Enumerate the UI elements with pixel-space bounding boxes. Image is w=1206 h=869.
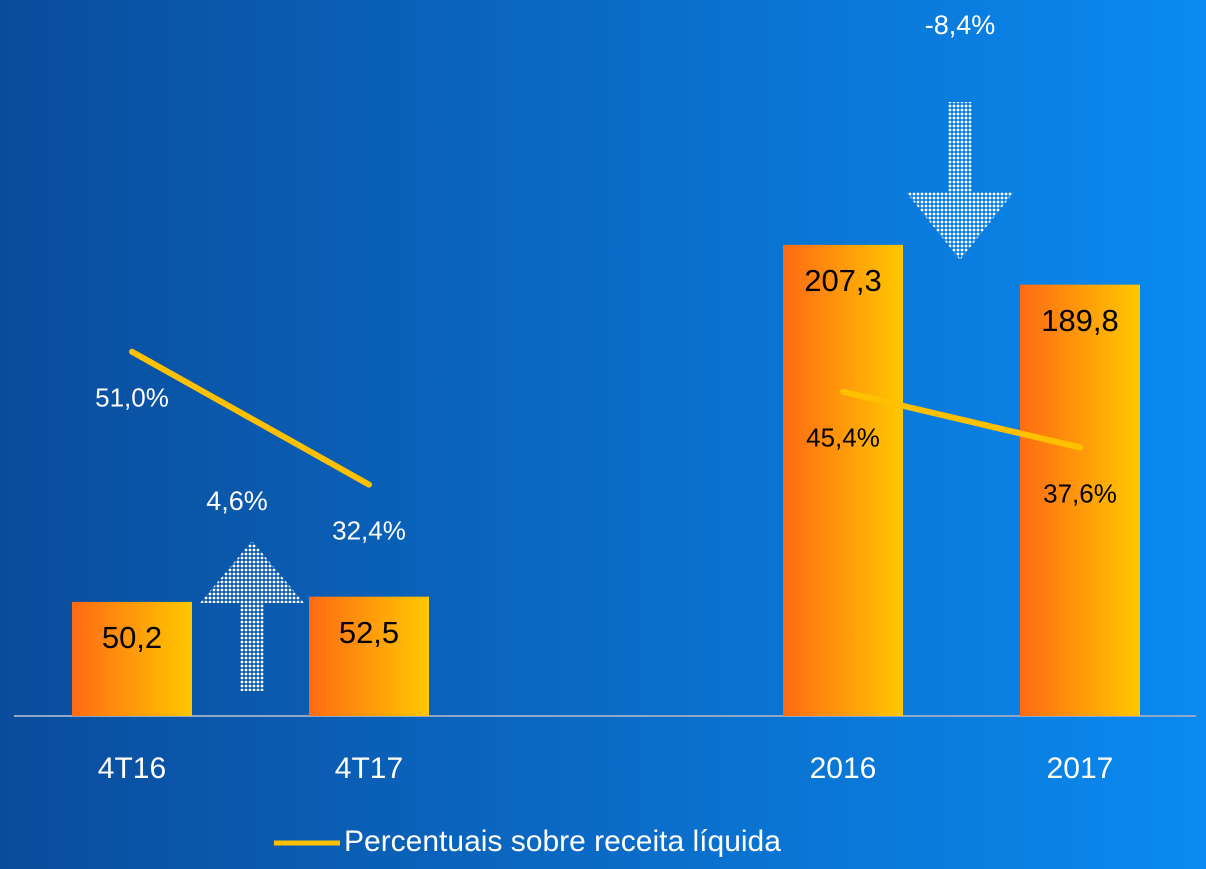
bar — [72, 601, 192, 716]
x-tick-label: 2017 — [1047, 752, 1114, 785]
x-tick-label: 2016 — [810, 752, 877, 785]
bar-value-label: 189,8 — [1041, 303, 1119, 338]
annotation-arrow — [906, 102, 1014, 260]
line — [129, 348, 372, 488]
annotation-arrow — [200, 541, 304, 691]
legend-label: Percentuais sobre receita líquida — [344, 825, 781, 858]
x-tick-label: 4T17 — [335, 752, 403, 785]
bar-value-label: 50,2 — [102, 620, 162, 655]
line-value-label: 51,0% — [95, 383, 169, 413]
bar-value-label: 52,5 — [339, 615, 399, 650]
bar-value-label: 207,3 — [804, 263, 882, 298]
line-value-label: 32,4% — [332, 515, 406, 545]
line-value-label: 37,6% — [1043, 478, 1117, 508]
bar — [1020, 284, 1140, 716]
x-tick-label: 4T16 — [98, 752, 166, 785]
bar — [309, 596, 429, 716]
line-value-label: 45,4% — [806, 423, 880, 453]
bar — [783, 244, 903, 716]
annotation: 4,6% — [206, 486, 268, 516]
annotation: -8,4% — [925, 10, 996, 40]
line — [840, 388, 1083, 451]
